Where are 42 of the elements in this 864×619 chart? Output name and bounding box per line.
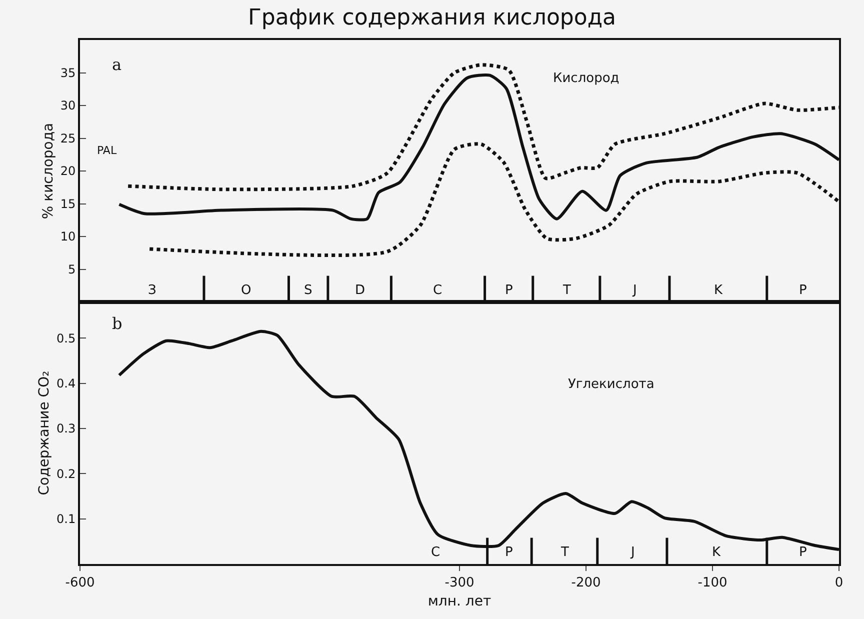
annotation: D [355, 283, 366, 298]
y-tick-label: 0.4 [56, 376, 76, 391]
annotation: P [505, 283, 513, 298]
annotation: T [562, 283, 571, 298]
x-tick-label: -600 [65, 576, 95, 591]
y-tick-label: 30 [60, 98, 76, 113]
y-tick-label: 25 [60, 131, 76, 146]
y-tick-label: 35 [60, 66, 76, 80]
y-axis-title: % кислорода [40, 122, 56, 220]
annotation: Кислород [553, 71, 620, 86]
x-tick-label: -200 [571, 576, 601, 591]
x-tick-label: -300 [444, 576, 474, 591]
y-tick-label: 5 [68, 262, 76, 276]
chart-title: График содержания кислорода [248, 6, 616, 31]
annotation: K [714, 283, 723, 298]
annotation: PAL [97, 144, 118, 157]
x-tick-label: 0 [834, 576, 844, 591]
annotation: O [241, 283, 252, 298]
x-axis-title: млн. лет [428, 593, 492, 610]
annotation: b [112, 314, 122, 333]
annotation: S [304, 283, 312, 298]
annotation: Углекислота [568, 377, 654, 392]
y-tick-label: 10 [60, 230, 76, 244]
y-tick-label: 0.5 [56, 331, 76, 346]
y-tick-label: 15 [60, 196, 76, 211]
y-tick-label: 0.2 [56, 466, 76, 481]
y-axis-title: Содержание CO₂ [36, 370, 53, 496]
y-tick-label: 0.1 [56, 512, 76, 526]
annotation: P [799, 283, 807, 298]
annotation: T [560, 545, 569, 560]
annotation: J [630, 545, 635, 560]
annotation: C [431, 545, 440, 560]
y-tick-label: 20 [60, 164, 76, 178]
annotation: З [148, 283, 156, 298]
annotation: P [505, 545, 513, 560]
annotation: P [799, 545, 807, 560]
x-tick-label: -100 [698, 576, 728, 591]
annotation: a [112, 55, 122, 74]
annotation: J [632, 283, 637, 298]
annotation: K [712, 545, 721, 560]
y-tick-label: 0.3 [56, 422, 76, 436]
annotation: C [433, 283, 442, 298]
